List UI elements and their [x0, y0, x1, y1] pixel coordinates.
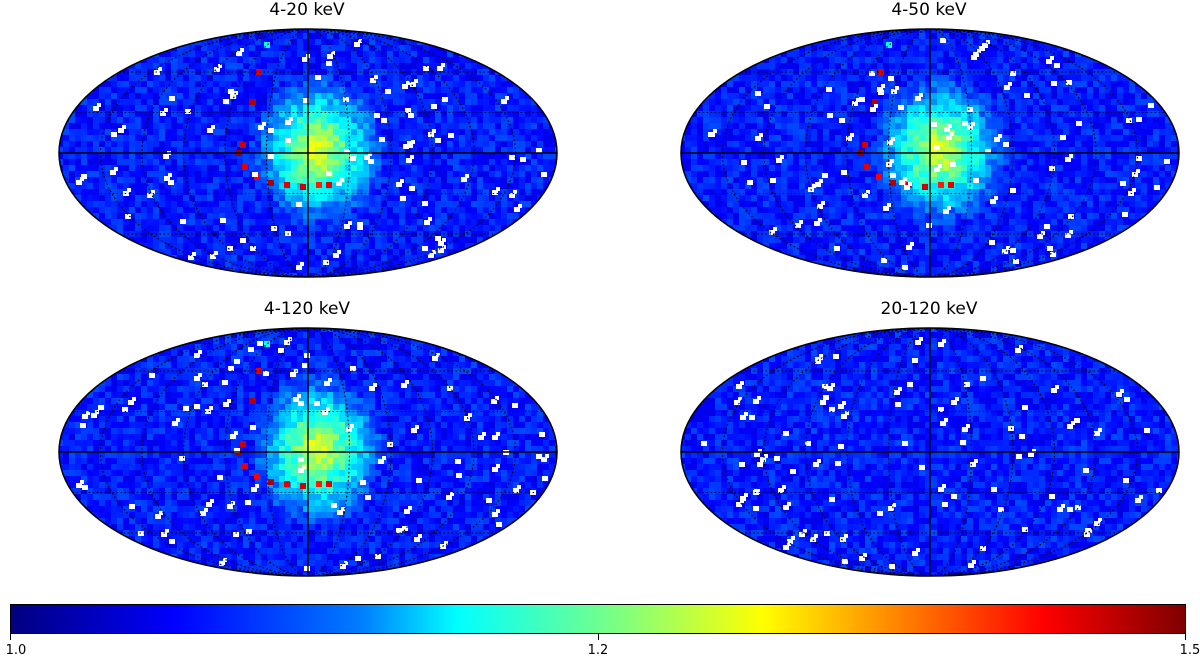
skymap-panel-4 [680, 327, 1180, 577]
panel-title-2: 4-50 keV [891, 0, 967, 20]
skymap-panel-1 [58, 28, 558, 278]
colorbar [10, 604, 1186, 634]
panel-title-4: 20-120 keV [880, 299, 978, 319]
colorbar-gradient [10, 604, 1186, 634]
colorbar-label-max: 1.5 [1179, 643, 1200, 658]
panel-title-1: 4-20 keV [269, 0, 345, 20]
colorbar-tick-2 [598, 634, 599, 640]
colorbar-label-min: 1.0 [5, 643, 27, 658]
colorbar-label-mid: 1.2 [587, 643, 609, 658]
skymap-panel-3 [58, 327, 558, 577]
panel-title-3: 4-120 keV [263, 299, 351, 319]
skymap-panel-2 [680, 28, 1180, 278]
colorbar-tick-3 [1185, 634, 1186, 640]
colorbar-tick-1 [10, 634, 11, 640]
